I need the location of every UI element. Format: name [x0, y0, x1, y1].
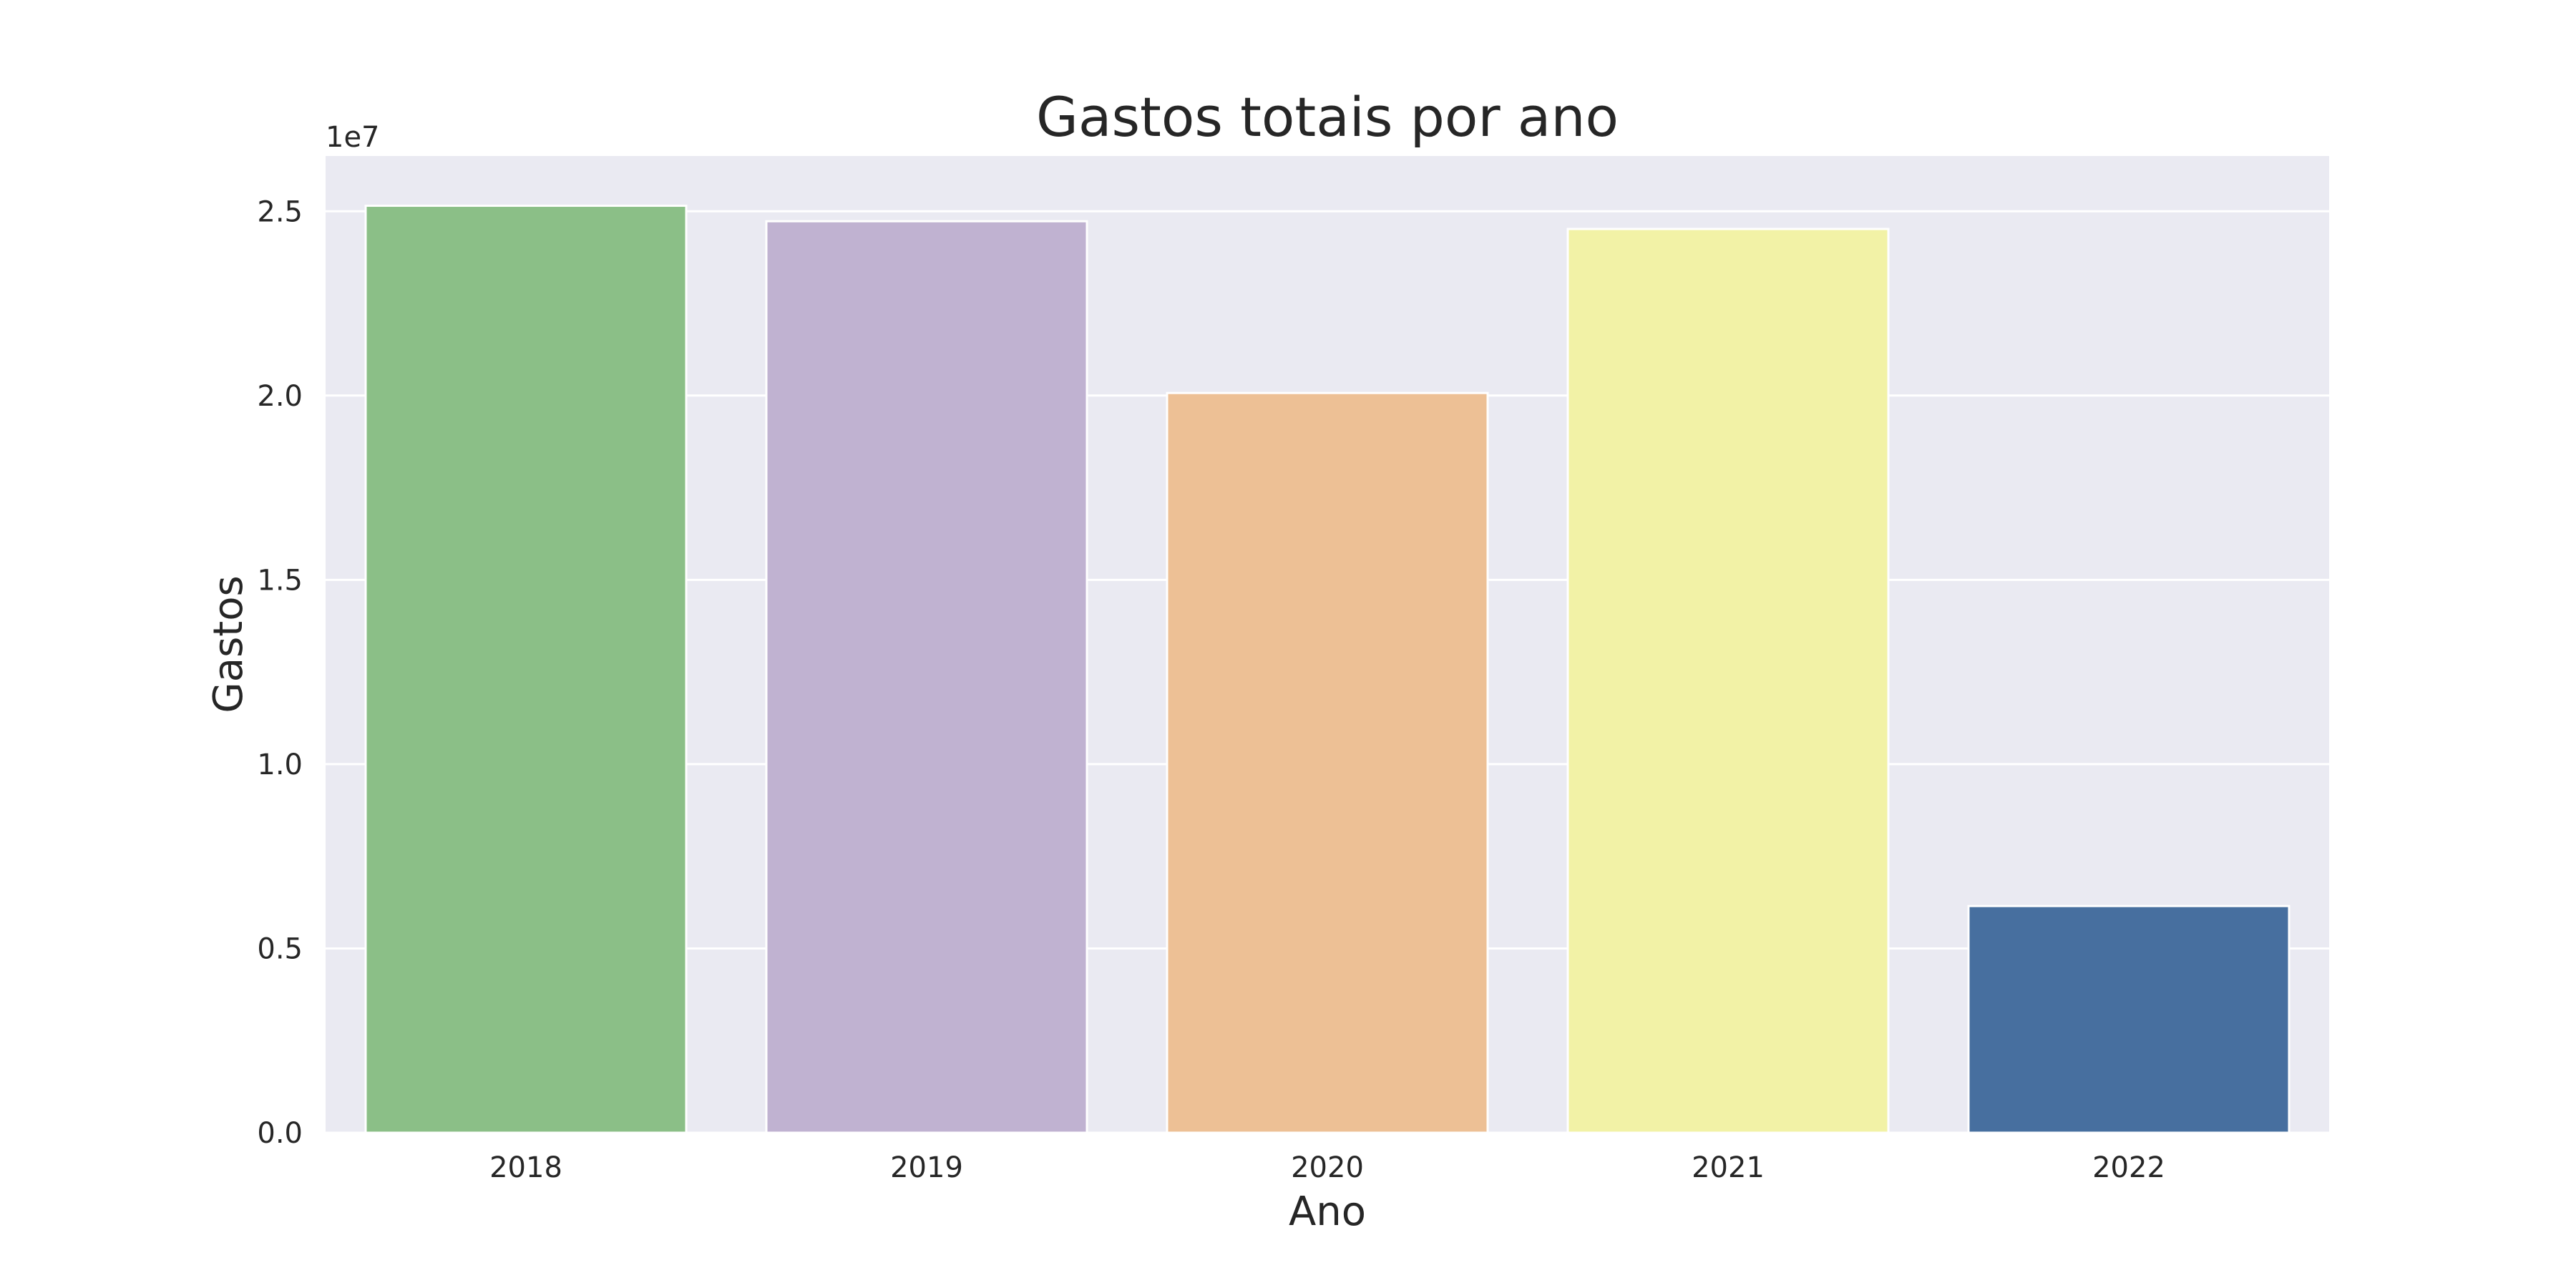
bars [364, 205, 2290, 1134]
y-axis-offset-label: 1e7 [326, 121, 380, 154]
y-tick-labels: 0.0 0.5 1.0 1.5 2.0 2.5 [257, 195, 303, 1150]
x-tick-label: 2019 [890, 1151, 963, 1184]
x-tick-label: 2021 [1692, 1151, 1765, 1184]
bar-2019 [765, 220, 1088, 1134]
y-tick-label: 1.0 [257, 748, 303, 781]
chart-title: Gastos totais por ano [1036, 85, 1619, 149]
x-tick-label: 2022 [2092, 1151, 2165, 1184]
y-tick-label: 1.5 [257, 564, 303, 597]
y-axis-label: Gastos [205, 575, 252, 713]
x-tick-label: 2018 [489, 1151, 562, 1184]
bar-2018 [364, 205, 688, 1134]
bar-2020 [1166, 391, 1489, 1134]
y-tick-label: 2.0 [257, 380, 303, 413]
y-tick-label: 0.5 [257, 932, 303, 965]
x-axis-label: Ano [1289, 1189, 1366, 1235]
y-tick-label: 2.5 [257, 195, 303, 228]
y-tick-label: 0.0 [257, 1117, 303, 1150]
bar-2022 [1967, 904, 2290, 1134]
x-tick-label: 2020 [1291, 1151, 1364, 1184]
x-tick-labels: 2018 2019 2020 2021 2022 [489, 1151, 2165, 1184]
bar-2021 [1566, 228, 1890, 1134]
